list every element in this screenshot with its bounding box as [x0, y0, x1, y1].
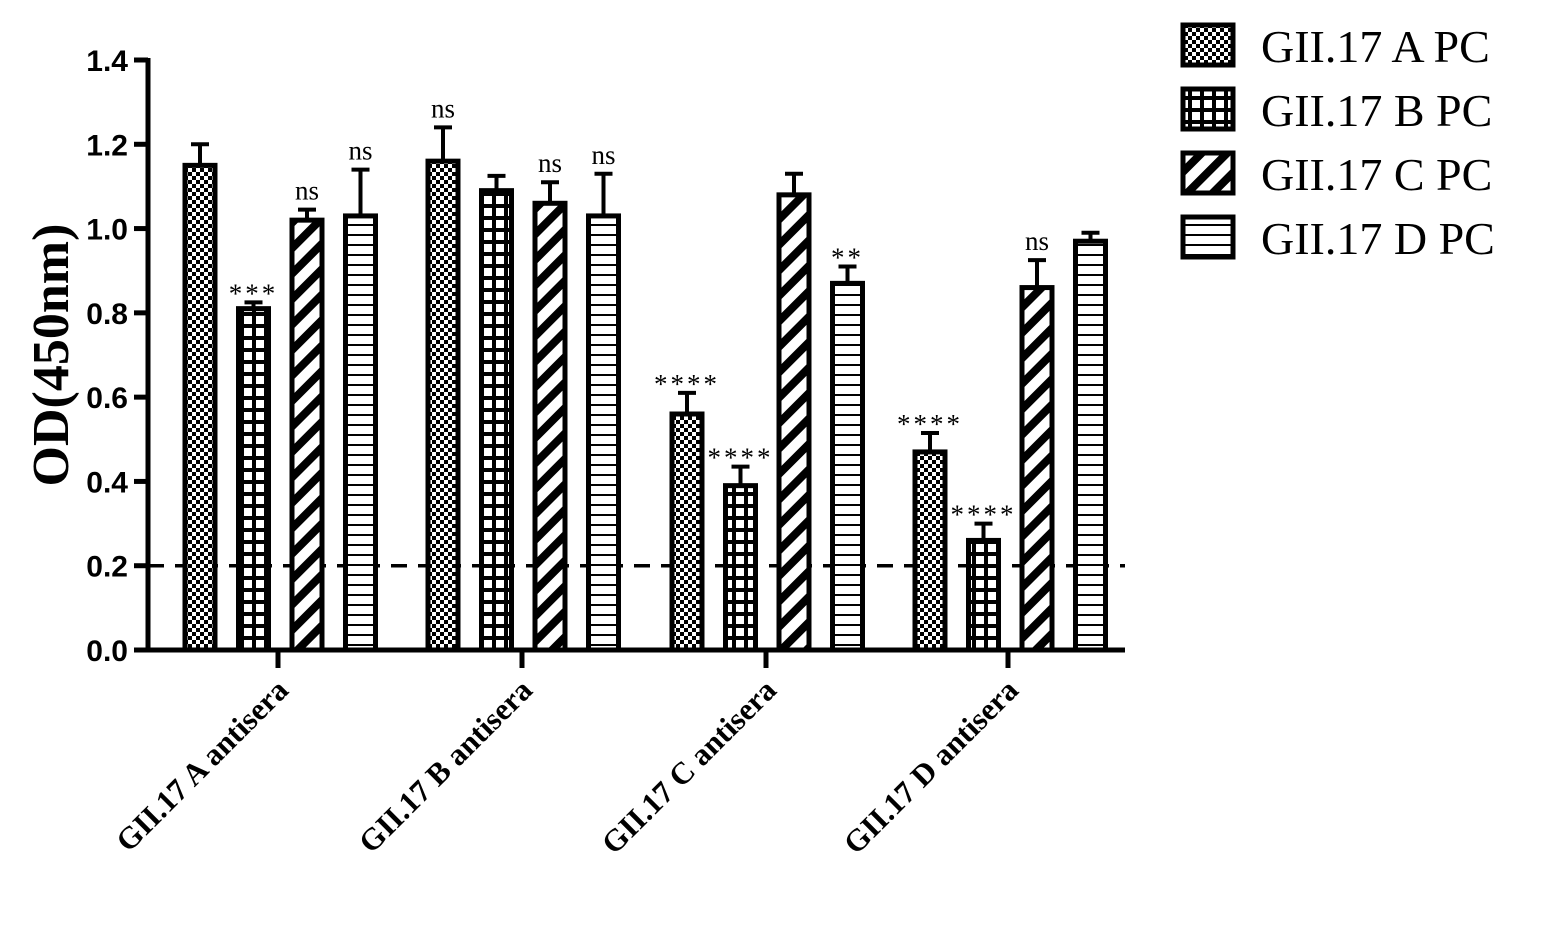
bar — [669, 411, 705, 653]
legend-label: GII.17 A PC — [1261, 21, 1490, 72]
y-tick-label: 1.0 — [86, 214, 128, 247]
y-tick-label: 0.6 — [86, 382, 128, 415]
bar — [425, 158, 461, 653]
y-tick-label: 1.2 — [86, 129, 128, 162]
bar — [966, 537, 1001, 653]
y-tick-label: 0.4 — [86, 466, 128, 499]
y-tick-label: 0.0 — [86, 635, 128, 668]
legend-swatch — [1180, 150, 1236, 196]
x-tick-label: GII.17 B antisera — [352, 672, 540, 860]
legend-swatch — [1180, 86, 1236, 132]
y-tick-label: 0.8 — [86, 298, 128, 331]
bar — [830, 280, 865, 653]
y-tick-label: 1.4 — [86, 45, 128, 78]
y-tick-label: 0.2 — [86, 551, 128, 584]
significance-label: ** — [831, 243, 864, 273]
bar — [1073, 238, 1108, 653]
legend-swatch — [1180, 214, 1236, 260]
bar — [912, 449, 948, 653]
significance-label: **** — [654, 369, 720, 399]
bar — [776, 192, 812, 653]
x-tick-label: GII.17 A antisera — [109, 672, 295, 858]
y-axis-label: OD(450nm) — [23, 224, 80, 487]
legend-swatch — [1180, 22, 1236, 68]
x-tick-label: GII.17 D antisera — [836, 672, 1025, 861]
legend-label: GII.17 B PC — [1261, 85, 1492, 136]
significance-label: ns — [538, 148, 562, 178]
bar — [1019, 285, 1055, 653]
significance-label: ns — [348, 136, 372, 166]
bar — [289, 217, 325, 653]
significance-label: ns — [1025, 226, 1049, 256]
significance-label: ns — [295, 176, 319, 206]
bar — [723, 483, 758, 653]
bar — [236, 306, 271, 653]
legend-label: GII.17 D PC — [1261, 213, 1495, 264]
significance-label: ns — [591, 140, 615, 170]
bar — [586, 213, 621, 653]
bar — [479, 188, 514, 653]
legend-label: GII.17 C PC — [1261, 149, 1492, 200]
significance-label: *** — [229, 278, 279, 308]
legend: GII.17 A PC GII.17 B PC GII.17 C PC GII.17 … — [1180, 21, 1495, 264]
significance-label: **** — [951, 500, 1017, 530]
bar — [343, 213, 378, 653]
x-tick-label: GII.17 C antisera — [594, 672, 783, 861]
significance-label: **** — [897, 409, 963, 439]
significance-label: ns — [431, 93, 455, 123]
bar — [532, 200, 568, 653]
significance-label: **** — [708, 443, 774, 473]
bar — [182, 162, 218, 653]
